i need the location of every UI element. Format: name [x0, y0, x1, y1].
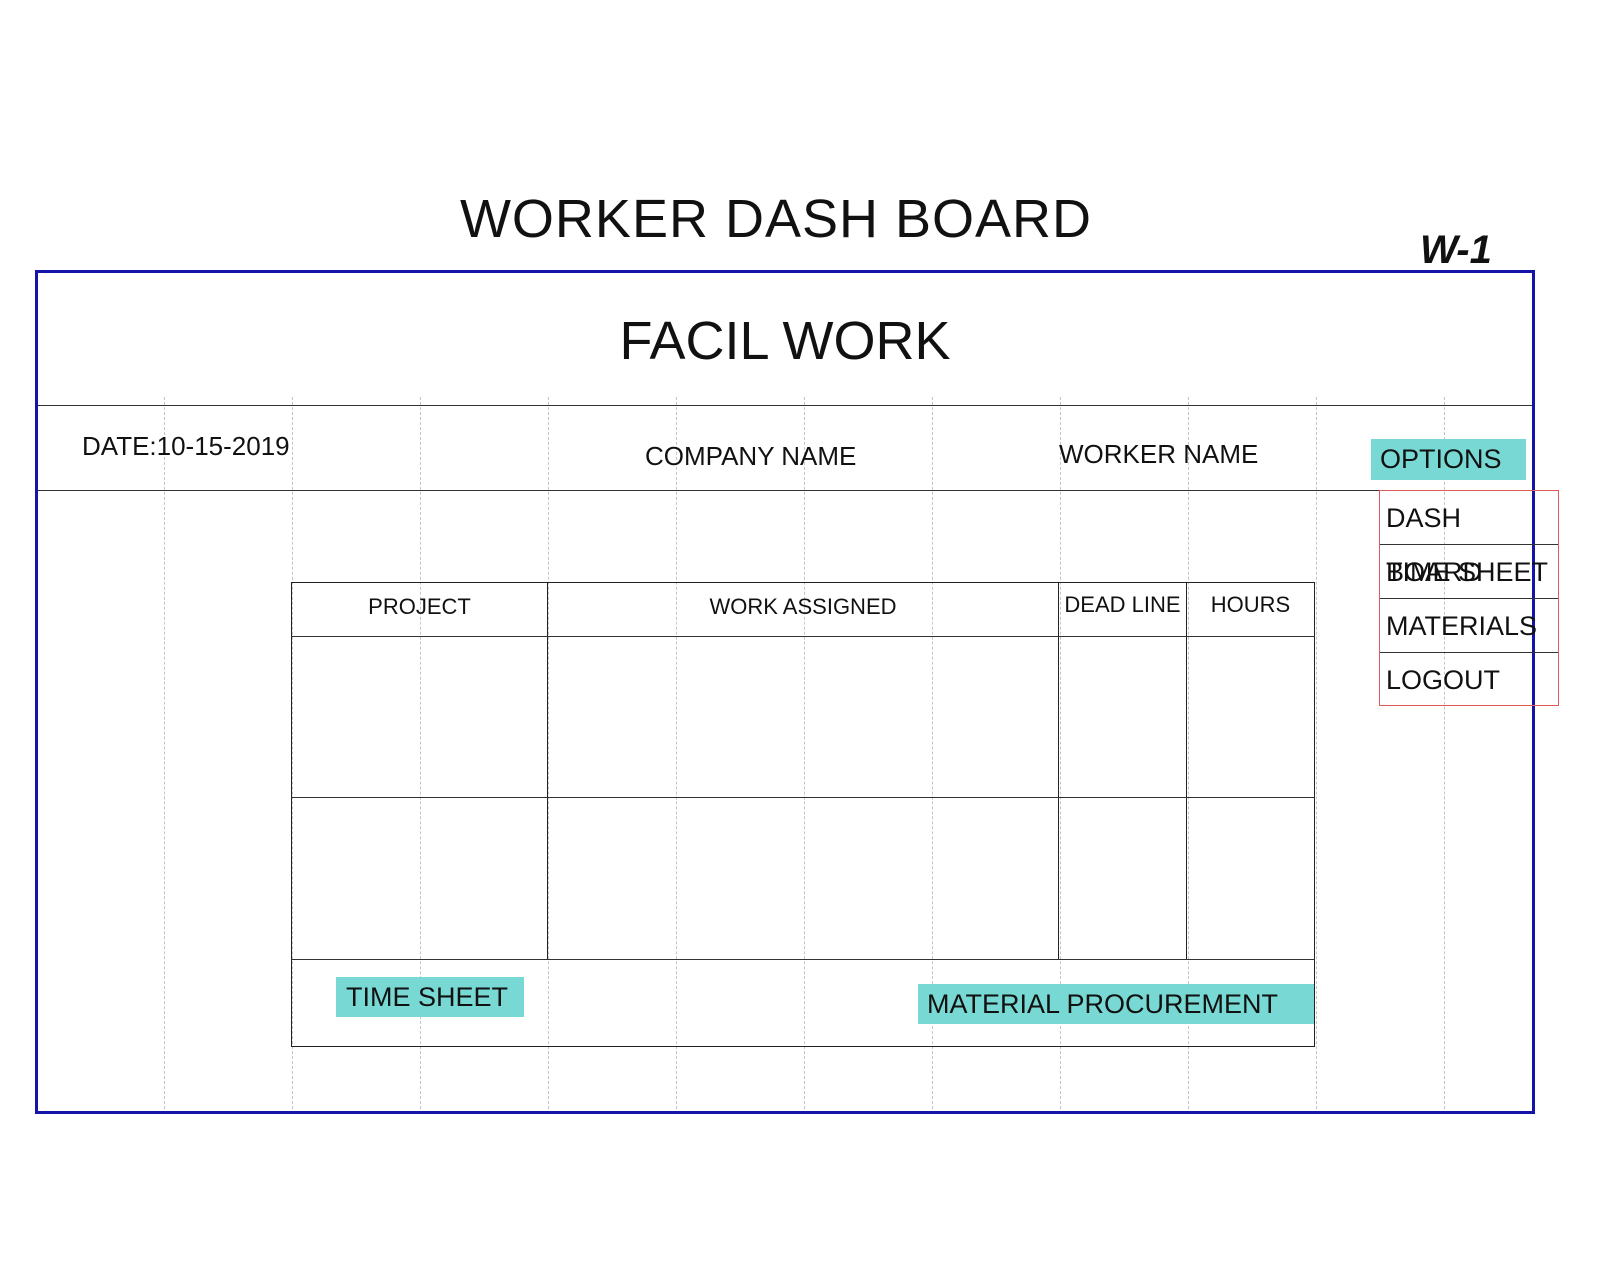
column-divider: [1186, 582, 1187, 960]
row-divider: [291, 636, 1315, 637]
column-header-hours: HOURS: [1210, 592, 1291, 617]
gridline: [548, 397, 549, 1109]
banner-divider: [38, 405, 1532, 406]
header-divider: [38, 490, 1532, 491]
menu-item-materials[interactable]: MATERIALS: [1380, 599, 1558, 653]
work-table: [291, 582, 1315, 1047]
gridline: [1188, 397, 1189, 1109]
worker-name-label: WORKER NAME: [1059, 439, 1259, 469]
gridline: [164, 397, 165, 1109]
gridline: [292, 397, 293, 1109]
gridline: [676, 397, 677, 1109]
sheet-id-label: W-1: [1420, 228, 1492, 272]
table-row: [292, 799, 1314, 957]
options-button[interactable]: OPTIONS: [1371, 439, 1526, 480]
gridline: [420, 397, 421, 1109]
row-divider: [291, 797, 1315, 798]
options-menu: DASH BOARD TIME SHEET MATERIALS LOGOUT: [1379, 490, 1559, 706]
gridline: [1060, 397, 1061, 1109]
column-divider: [547, 582, 548, 960]
column-divider: [1058, 582, 1059, 960]
company-name-label: COMPANY NAME: [645, 441, 857, 471]
gridline: [804, 397, 805, 1109]
column-header-work-assigned: WORK ASSIGNED: [709, 594, 897, 619]
menu-item-logout[interactable]: LOGOUT: [1386, 665, 1501, 695]
app-frame: [35, 270, 1535, 1114]
gridline: [1444, 397, 1445, 1109]
time-sheet-button[interactable]: TIME SHEET: [336, 977, 524, 1017]
column-header-project: PROJECT: [368, 594, 471, 619]
column-header-dead-line: DEAD LINE: [1064, 592, 1181, 617]
page-title: WORKER DASH BOARD: [459, 189, 1093, 249]
gridline: [1316, 397, 1317, 1109]
table-row: [292, 638, 1314, 796]
app-name: FACIL WORK: [619, 311, 951, 371]
material-procurement-button[interactable]: MATERIAL PROCUREMENT: [918, 984, 1314, 1024]
row-divider: [291, 959, 1315, 960]
menu-item-dash-board[interactable]: DASH BOARD: [1380, 491, 1558, 587]
date-label: DATE:10-15-2019: [82, 431, 290, 461]
menu-item-time-sheet[interactable]: TIME SHEET: [1380, 545, 1558, 599]
gridline: [932, 397, 933, 1109]
